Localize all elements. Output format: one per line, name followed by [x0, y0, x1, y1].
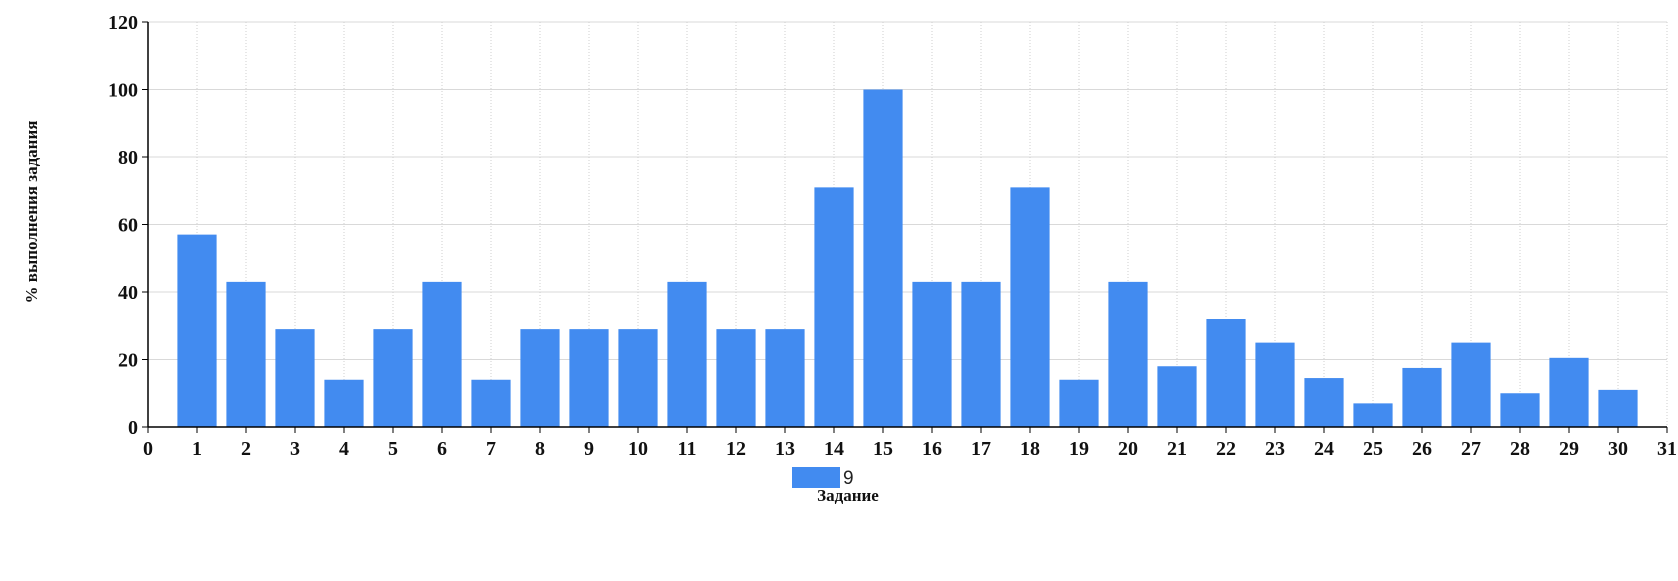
legend-label: 9	[843, 468, 854, 489]
bar	[912, 281, 952, 427]
bar	[618, 329, 658, 427]
x-tick-label: 5	[388, 438, 398, 460]
bar	[667, 281, 707, 427]
y-tick-label: 40	[118, 282, 138, 304]
bar	[373, 329, 413, 427]
bar	[1500, 393, 1540, 427]
x-axis-ticks: 0 1 2 3 4 5 6 7 8 9 10 11 12 13 14 15 16 17 18 19 20 21 22 23 24…	[143, 427, 1677, 460]
y-axis-title: % выполнения задания	[22, 121, 41, 304]
x-tick-label: 1	[192, 438, 202, 460]
legend-swatch	[792, 467, 840, 488]
x-tick-label: 26	[1412, 438, 1432, 460]
bar	[471, 379, 511, 427]
bar	[961, 281, 1001, 427]
bar	[1598, 389, 1638, 427]
y-tick-label: 0	[128, 417, 138, 439]
x-tick-label: 10	[628, 438, 648, 460]
x-tick-label: 28	[1510, 438, 1530, 460]
bar	[1059, 379, 1099, 427]
bar	[716, 329, 756, 427]
x-tick-label: 17	[971, 438, 991, 460]
legend: 9	[792, 467, 854, 489]
x-tick-label: 19	[1069, 438, 1089, 460]
x-tick-label: 18	[1020, 438, 1040, 460]
y-tick-label: 20	[118, 350, 138, 372]
x-tick-label: 0	[143, 438, 153, 460]
x-tick-label: 23	[1265, 438, 1285, 460]
gridlines	[148, 21, 1668, 427]
x-tick-label: 27	[1461, 438, 1481, 460]
x-tick-label: 3	[290, 438, 300, 460]
x-tick-label: 4	[339, 438, 349, 460]
x-tick-label: 20	[1118, 438, 1138, 460]
x-tick-label: 21	[1167, 438, 1187, 460]
x-tick-label: 12	[726, 438, 746, 460]
bar	[1549, 357, 1589, 427]
bar	[324, 379, 364, 427]
x-tick-label: 31	[1657, 438, 1677, 460]
bar	[1157, 366, 1197, 427]
x-tick-label: 8	[535, 438, 545, 460]
bar	[177, 234, 217, 427]
x-tick-label: 7	[486, 438, 496, 460]
x-axis-title: Задание	[817, 486, 879, 505]
y-tick-label: 100	[108, 80, 138, 102]
bar	[520, 329, 560, 427]
x-tick-label: 29	[1559, 438, 1579, 460]
x-tick-label: 15	[873, 438, 893, 460]
bar	[1010, 187, 1050, 427]
bar	[422, 281, 462, 427]
bar	[814, 187, 854, 427]
x-tick-label: 16	[922, 438, 942, 460]
x-tick-label: 6	[437, 438, 447, 460]
bars	[177, 89, 1638, 427]
x-tick-label: 14	[824, 438, 844, 460]
bar	[569, 329, 609, 427]
y-tick-label: 120	[108, 12, 138, 34]
bar	[765, 329, 805, 427]
bar	[275, 329, 315, 427]
y-tick-label: 80	[118, 147, 138, 169]
bar	[1451, 342, 1491, 427]
bar	[863, 89, 903, 427]
x-tick-label: 2	[241, 438, 251, 460]
bar	[1255, 342, 1295, 427]
bar	[1108, 281, 1148, 427]
x-tick-label: 11	[678, 438, 697, 460]
bar	[1402, 367, 1442, 427]
y-tick-label: 60	[118, 215, 138, 237]
x-tick-label: 9	[584, 438, 594, 460]
x-tick-label: 30	[1608, 438, 1628, 460]
x-tick-label: 13	[775, 438, 795, 460]
y-axis-ticks: 0 20 40 60 80 100 120	[108, 12, 148, 439]
bar	[226, 281, 266, 427]
bar	[1304, 378, 1344, 427]
bar	[1206, 319, 1246, 427]
x-tick-label: 25	[1363, 438, 1383, 460]
x-tick-label: 22	[1216, 438, 1236, 460]
x-tick-label: 24	[1314, 438, 1334, 460]
bar	[1353, 403, 1393, 427]
